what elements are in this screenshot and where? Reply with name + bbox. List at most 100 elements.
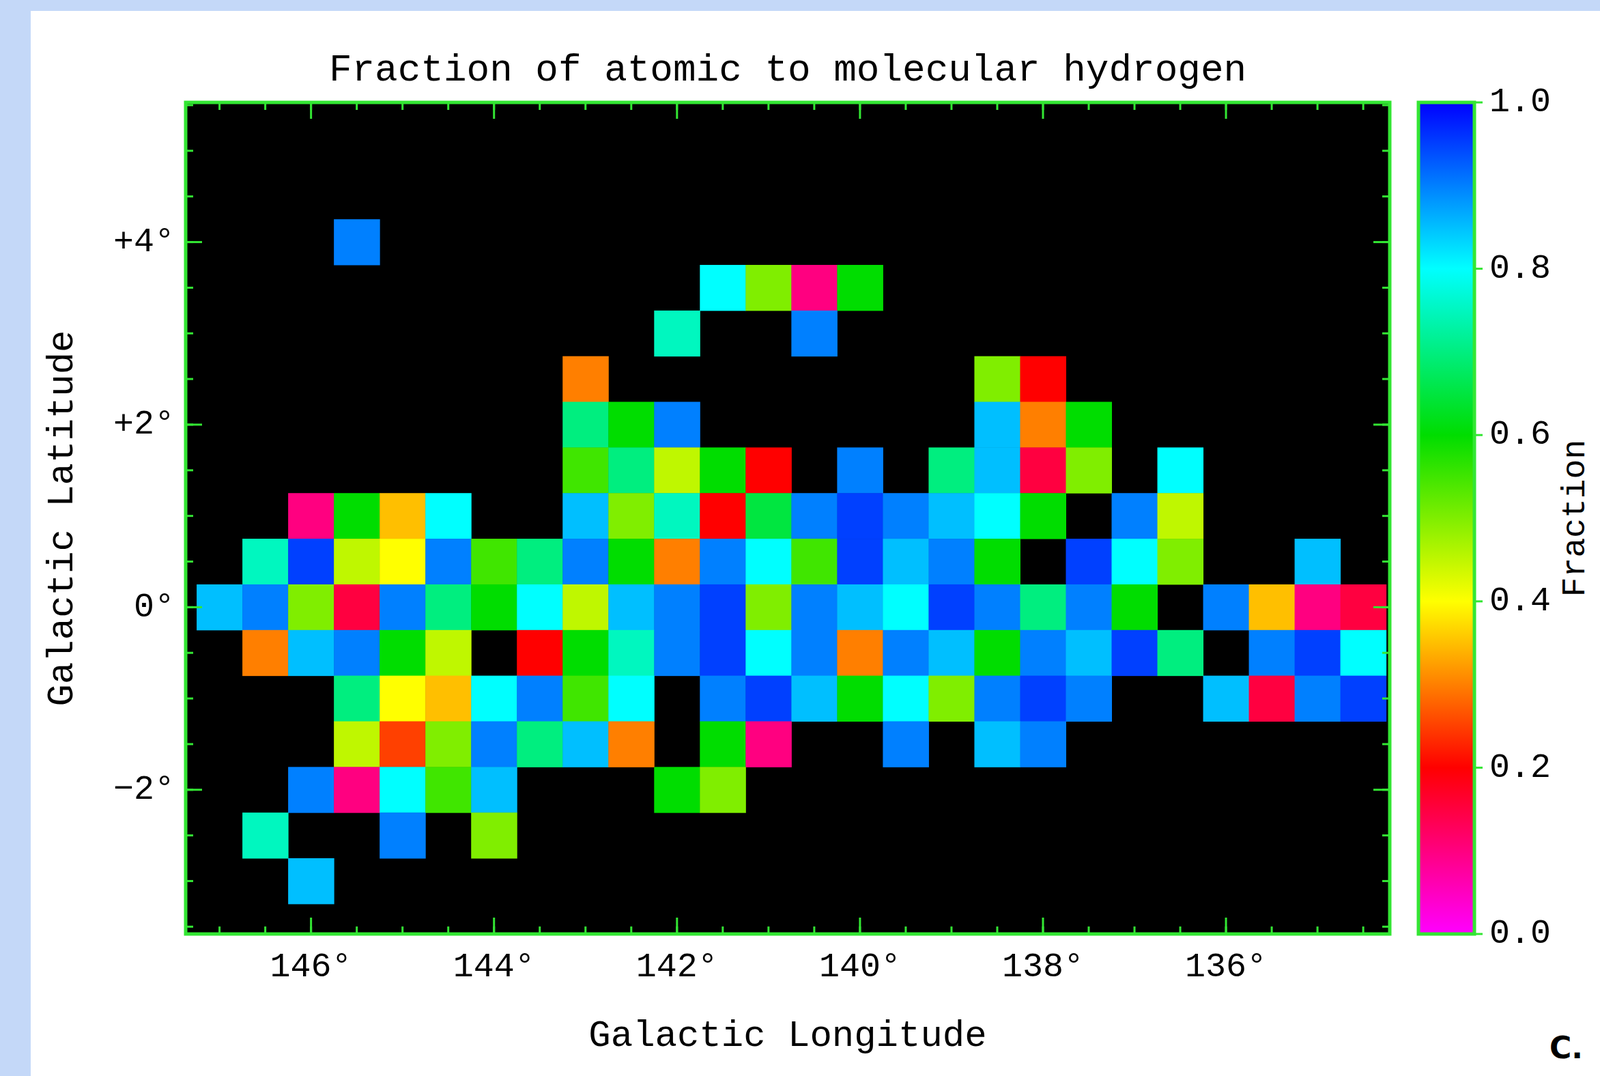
cell bbox=[242, 630, 289, 676]
cell bbox=[653, 402, 701, 448]
x-tick bbox=[858, 102, 861, 119]
cell bbox=[470, 675, 518, 722]
cell bbox=[1019, 720, 1067, 767]
cell bbox=[608, 538, 655, 585]
cell bbox=[791, 675, 838, 722]
x-tick bbox=[858, 917, 861, 934]
cell bbox=[1203, 675, 1250, 722]
cell bbox=[791, 584, 838, 631]
cell bbox=[425, 492, 472, 539]
colorbar-tick-label: 1.0 bbox=[1489, 82, 1551, 122]
cell bbox=[882, 584, 930, 631]
cell bbox=[379, 720, 426, 767]
colorbar-tick-label: 0.0 bbox=[1489, 913, 1551, 953]
cell bbox=[653, 630, 701, 676]
cell bbox=[836, 630, 884, 676]
cell bbox=[974, 356, 1021, 403]
cell bbox=[608, 584, 655, 631]
cell bbox=[1065, 447, 1112, 493]
cell bbox=[928, 447, 975, 493]
cell bbox=[288, 630, 335, 676]
y-axis-title: Galactic Latitude bbox=[41, 330, 84, 707]
cell bbox=[470, 720, 518, 767]
colorbar-tick-label: 0.2 bbox=[1489, 748, 1551, 788]
cell bbox=[379, 538, 426, 585]
cell bbox=[1065, 675, 1112, 722]
y-tick bbox=[185, 423, 203, 426]
cell bbox=[242, 812, 289, 859]
y-tick-label: +4° bbox=[113, 222, 175, 262]
cell bbox=[425, 766, 472, 813]
cell bbox=[699, 630, 747, 676]
x-tick-label: 138° bbox=[1002, 947, 1084, 987]
cell bbox=[699, 447, 747, 493]
cell bbox=[974, 720, 1021, 767]
y-tick bbox=[185, 606, 203, 609]
y-tick bbox=[1373, 788, 1390, 791]
cell bbox=[791, 310, 838, 357]
cell bbox=[1065, 538, 1112, 585]
cell bbox=[699, 538, 747, 585]
cell bbox=[1019, 402, 1067, 448]
cell bbox=[699, 492, 747, 539]
cell bbox=[379, 812, 426, 859]
cell bbox=[699, 720, 747, 767]
cell bbox=[379, 766, 426, 813]
cell bbox=[836, 492, 884, 539]
cell bbox=[882, 720, 930, 767]
cell bbox=[516, 720, 564, 767]
cell bbox=[1111, 538, 1159, 585]
cell bbox=[928, 630, 975, 676]
cell bbox=[1065, 630, 1112, 676]
cell bbox=[333, 630, 381, 676]
cell bbox=[1157, 447, 1205, 493]
x-tick bbox=[1225, 917, 1228, 934]
x-tick bbox=[1041, 917, 1044, 934]
cell bbox=[516, 538, 564, 585]
cell bbox=[1019, 630, 1067, 676]
x-tick bbox=[309, 102, 312, 119]
cell bbox=[653, 492, 701, 539]
cell bbox=[562, 720, 609, 767]
cell bbox=[562, 584, 609, 631]
cell bbox=[1294, 584, 1342, 631]
cell bbox=[288, 538, 335, 585]
cell bbox=[882, 492, 930, 539]
x-tick-label: 140° bbox=[819, 947, 902, 987]
cell bbox=[562, 402, 609, 448]
cell bbox=[699, 766, 747, 813]
cell bbox=[425, 630, 472, 676]
cell bbox=[1249, 584, 1296, 631]
cell bbox=[470, 584, 518, 631]
cell bbox=[1111, 630, 1159, 676]
cell bbox=[836, 538, 884, 585]
cell bbox=[1157, 630, 1205, 676]
cell bbox=[1157, 538, 1205, 585]
x-axis-title: Galactic Longitude bbox=[588, 1015, 987, 1057]
cell bbox=[562, 492, 609, 539]
cell bbox=[425, 720, 472, 767]
cell bbox=[1294, 538, 1342, 585]
panel-background bbox=[30, 10, 1600, 1076]
y-tick bbox=[185, 240, 203, 244]
page-background bbox=[0, 0, 1600, 1076]
x-tick-label: 142° bbox=[636, 947, 719, 987]
plot-frame bbox=[185, 102, 1390, 934]
cell bbox=[562, 356, 609, 403]
cell bbox=[791, 492, 838, 539]
colorbar bbox=[1418, 102, 1475, 934]
x-tick bbox=[492, 917, 495, 934]
cell bbox=[608, 492, 655, 539]
cell bbox=[379, 630, 426, 676]
colorbar-tick-label: 0.6 bbox=[1489, 415, 1551, 454]
cell bbox=[516, 630, 564, 676]
ticks bbox=[185, 102, 1390, 934]
cell bbox=[470, 538, 518, 585]
colorbar-tick-label: 0.4 bbox=[1489, 581, 1551, 621]
cell bbox=[653, 447, 701, 493]
cells bbox=[196, 219, 1387, 904]
cell bbox=[242, 538, 289, 585]
cell bbox=[470, 766, 518, 813]
cell bbox=[608, 675, 655, 722]
cell bbox=[1340, 630, 1388, 676]
